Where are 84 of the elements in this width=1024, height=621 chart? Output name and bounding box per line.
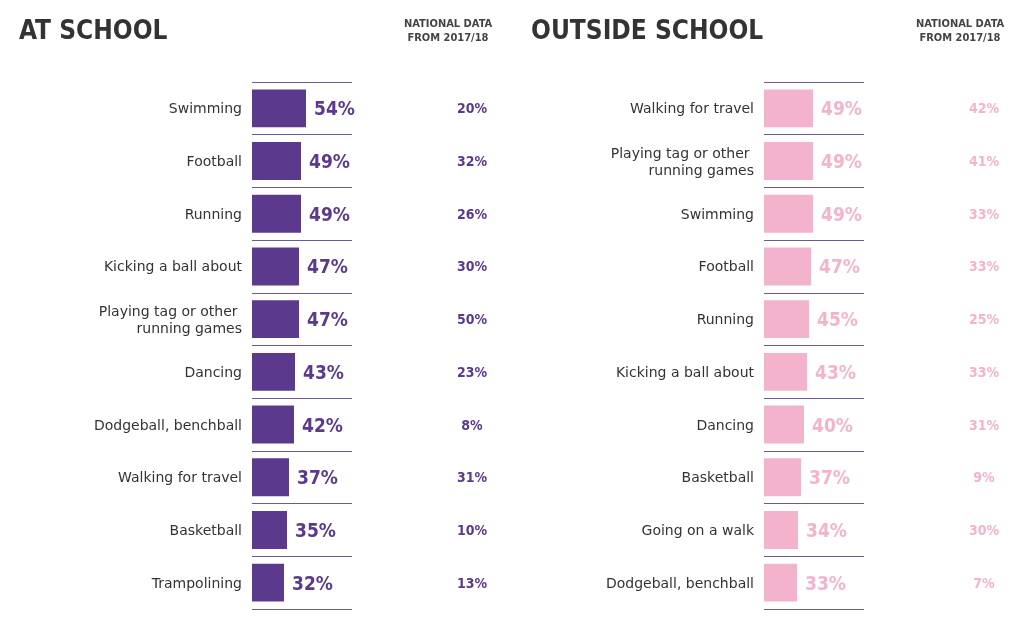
data-label: 49% xyxy=(821,150,862,173)
text: 25% xyxy=(968,311,1000,328)
data-label: 40% xyxy=(812,413,853,436)
y-tick-label: Kicking a ball about xyxy=(103,258,243,275)
y-tick-label: Trampolining xyxy=(150,574,242,591)
text: 30% xyxy=(456,258,488,275)
text: 33% xyxy=(968,363,1000,380)
bar xyxy=(252,142,301,181)
data-label: 43% xyxy=(815,360,856,383)
text: 13% xyxy=(456,574,488,591)
text: 31% xyxy=(968,416,1000,433)
data-label: 47% xyxy=(819,255,860,278)
text: NATIONAL DATA FROM 2017/18 xyxy=(916,16,1005,44)
bar xyxy=(252,89,306,128)
text: 23% xyxy=(456,363,488,380)
data-label: 45% xyxy=(817,308,858,331)
text: 20% xyxy=(456,100,488,117)
chart-title: OUTSIDE SCHOOL xyxy=(531,15,764,45)
chart-title: AT SCHOOL xyxy=(19,15,168,45)
text: 7% xyxy=(973,574,996,591)
bar xyxy=(764,300,809,339)
bar xyxy=(252,352,295,391)
data-label: 47% xyxy=(307,308,348,331)
y-tick-label: Basketball xyxy=(681,469,754,486)
y-tick-label: Basketball xyxy=(169,521,242,538)
bar xyxy=(252,458,289,497)
text: 8% xyxy=(461,416,484,433)
data-label: 49% xyxy=(821,202,862,225)
data-label: 34% xyxy=(806,518,847,541)
text: 30% xyxy=(968,521,1000,538)
bar xyxy=(252,194,301,233)
data-label: 43% xyxy=(303,360,344,383)
y-tick-label: Dancing xyxy=(696,416,754,433)
y-tick-label: Dodgeball, benchball xyxy=(93,416,242,433)
bar xyxy=(764,89,813,128)
bar xyxy=(252,300,299,339)
data-label: 49% xyxy=(309,150,350,173)
text: 50% xyxy=(456,311,488,328)
bar xyxy=(252,247,299,286)
y-tick-label: Running xyxy=(696,311,754,328)
data-label: 33% xyxy=(805,571,846,594)
y-tick-label: Dodgeball, benchball xyxy=(605,574,754,591)
data-label: 35% xyxy=(295,518,336,541)
text: 42% xyxy=(968,100,1000,117)
y-tick-label: Playing tag or other running games xyxy=(610,144,754,178)
data-label: 54% xyxy=(314,97,355,120)
bar xyxy=(252,405,294,444)
data-label: 49% xyxy=(821,97,862,120)
text: 31% xyxy=(456,469,488,486)
bar xyxy=(764,458,801,497)
text: 41% xyxy=(968,153,1000,170)
y-tick-label: Football xyxy=(186,153,242,170)
data-label: 42% xyxy=(302,413,343,436)
bar xyxy=(252,563,284,602)
y-tick-label: Going on a walk xyxy=(641,521,755,538)
data-label: 37% xyxy=(809,466,850,489)
text: 33% xyxy=(968,258,1000,275)
data-label: 49% xyxy=(309,202,350,225)
y-tick-label: Playing tag or other running games xyxy=(98,302,242,336)
bar xyxy=(764,142,813,181)
bar xyxy=(764,194,813,233)
data-label: 47% xyxy=(307,255,348,278)
text: 9% xyxy=(973,469,996,486)
bar xyxy=(764,352,807,391)
y-tick-label: Swimming xyxy=(680,205,754,222)
y-tick-label: Dancing xyxy=(184,363,242,380)
bar xyxy=(764,247,811,286)
y-tick-label: Swimming xyxy=(168,100,242,117)
text: 33% xyxy=(968,205,1000,222)
bar xyxy=(252,510,287,549)
y-tick-label: Walking for travel xyxy=(118,469,242,486)
bar xyxy=(764,563,797,602)
data-label: 32% xyxy=(292,571,333,594)
bar xyxy=(764,510,798,549)
data-label: 37% xyxy=(297,466,338,489)
text: 26% xyxy=(456,205,488,222)
bar xyxy=(764,405,804,444)
text: 32% xyxy=(456,153,488,170)
text: 10% xyxy=(456,521,488,538)
y-tick-label: Walking for travel xyxy=(630,100,754,117)
y-tick-label: Kicking a ball about xyxy=(615,363,755,380)
y-tick-label: Football xyxy=(698,258,754,275)
text: NATIONAL DATA FROM 2017/18 xyxy=(404,16,493,44)
y-tick-label: Running xyxy=(184,205,242,222)
